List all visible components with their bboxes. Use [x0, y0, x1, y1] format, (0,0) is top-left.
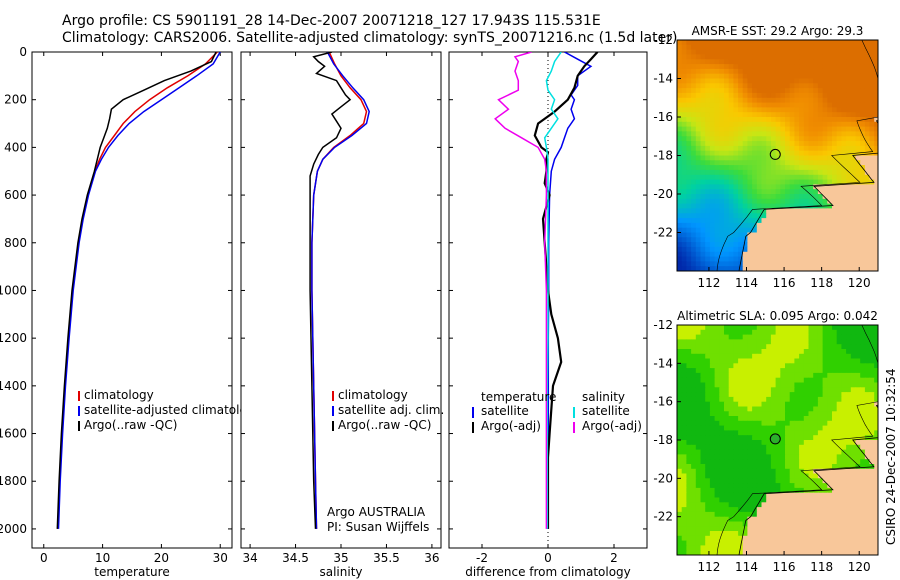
- legend-label: salinity: [582, 390, 625, 404]
- series-group: [309, 52, 370, 529]
- y-tick-label: -18: [653, 433, 673, 447]
- x-tick-label: 20: [154, 551, 169, 565]
- y-tick-label: -22: [653, 510, 673, 524]
- argo-position-marker: [769, 148, 781, 160]
- annotation-line: PI: Susan Wijffels: [327, 520, 429, 534]
- y-tick-label: -20: [653, 187, 673, 201]
- x-tick-label: 116: [773, 276, 796, 290]
- x-tick-label: 112: [697, 560, 720, 574]
- legend-label: climatology: [338, 388, 408, 402]
- x-axis-label: temperature: [94, 565, 169, 579]
- y-tick-label: -14: [653, 72, 673, 86]
- x-tick-label: 10: [95, 551, 110, 565]
- x-tick-label: 0: [40, 551, 48, 565]
- x-tick-label: 36: [424, 551, 439, 565]
- x-tick-label: -2: [476, 551, 488, 565]
- x-tick-label: 35.5: [373, 551, 400, 565]
- annotation-line: Argo AUSTRALIA: [327, 505, 426, 519]
- y-tick-label: -16: [653, 395, 673, 409]
- series-line-sat_salinity: [543, 52, 562, 529]
- y-tick-label: 400: [4, 140, 27, 154]
- series-line-argo: [309, 52, 352, 529]
- x-tick-label: 114: [735, 560, 758, 574]
- y-tick-label: 2000: [0, 522, 27, 536]
- panel-salinity: 34 34.5 35 35.5 36 salinity climatologysatelli…: [240, 51, 444, 579]
- legend-label: Argo(-adj): [481, 419, 541, 433]
- y-tick-label: 1800: [0, 474, 27, 488]
- y-tick-label: -22: [653, 226, 673, 240]
- panel-sst-map: 112 114 116 118 120 -12 -14 -16 -18 -20 -22 AMSR-E …: [653, 24, 879, 290]
- header-line-2: Climatology: CARS2006. Satellite-adjuste…: [62, 30, 678, 46]
- series-line-satellite: [311, 52, 370, 529]
- x-axis-label: salinity: [319, 565, 362, 579]
- x-tick-label: 0: [544, 551, 552, 565]
- coastline: [738, 404, 878, 555]
- legend-label: satellite-adjusted climatology: [84, 403, 262, 417]
- y-tick-label: 1600: [0, 427, 27, 441]
- y-tick-label: 1400: [0, 379, 27, 393]
- legend-label: Argo(..raw -QC): [84, 418, 177, 432]
- y-tick-label: 200: [4, 93, 27, 107]
- series-group: [56, 52, 221, 529]
- legend-label: temperature: [481, 390, 556, 404]
- x-tick-label: 30: [213, 551, 228, 565]
- map-field: [677, 40, 878, 271]
- y-tick-label: 0: [19, 45, 27, 59]
- series-group: [494, 52, 599, 529]
- x-tick-label: 112: [697, 276, 720, 290]
- series-line-argo: [533, 52, 599, 529]
- y-tick-label: -18: [653, 149, 673, 163]
- y-tick-label: 600: [4, 188, 27, 202]
- legend-label: satellite adj. clim.: [338, 403, 444, 417]
- x-tick-label: 35: [333, 551, 348, 565]
- panel-temperature: 0 10 20 30 0 200 400 600 800 1000 1200 1400 1600 1800…: [0, 45, 262, 579]
- y-tick-label: 1200: [0, 331, 27, 345]
- map-title: AMSR-E SST: 29.2 Argo: 29.3: [692, 24, 864, 38]
- panel-sla-map: 112 114 116 118 120 -12 -14 -16 -18 -20 -22 Altimet…: [653, 309, 879, 574]
- argo-position-marker: [769, 433, 781, 445]
- x-tick-label: 120: [848, 560, 871, 574]
- legend-label: Argo(..raw -QC): [338, 418, 431, 432]
- y-tick-label: 800: [4, 236, 27, 250]
- map-title: Altimetric SLA: 0.095 Argo: 0.042: [677, 309, 878, 323]
- axes-frame-salinity: [240, 51, 442, 549]
- legend-label: Argo(-adj): [582, 419, 642, 433]
- x-tick-label: 34.5: [282, 551, 309, 565]
- x-tick-label: 118: [810, 560, 833, 574]
- x-tick-label: 120: [848, 276, 871, 290]
- axes-frame-temperature: [31, 51, 233, 549]
- x-tick-label: 2: [610, 551, 618, 565]
- header-line-1: Argo profile: CS 5901191_28 14-Dec-2007 …: [62, 13, 601, 29]
- y-tick-label: -12: [653, 318, 673, 332]
- series-line-argo_adj: [494, 52, 548, 529]
- x-tick-label: 114: [735, 276, 758, 290]
- y-tick-label: 1000: [0, 283, 27, 297]
- y-tick-label: -20: [653, 471, 673, 485]
- series-line-satellite: [57, 52, 221, 529]
- coastline: [738, 120, 878, 271]
- x-tick-label: 118: [810, 276, 833, 290]
- y-tick-label: -12: [653, 33, 673, 47]
- legend-label: climatology: [84, 388, 154, 402]
- legend-label: satellite: [481, 404, 529, 418]
- legend-label: satellite: [582, 404, 630, 418]
- y-tick-label: -16: [653, 110, 673, 124]
- x-tick-label: 116: [773, 560, 796, 574]
- x-axis-label: difference from climatology: [465, 565, 631, 579]
- y-tick-label: -14: [653, 356, 673, 370]
- map-field: [677, 325, 878, 555]
- series-line-argo: [56, 52, 217, 529]
- x-tick-label: 34: [242, 551, 257, 565]
